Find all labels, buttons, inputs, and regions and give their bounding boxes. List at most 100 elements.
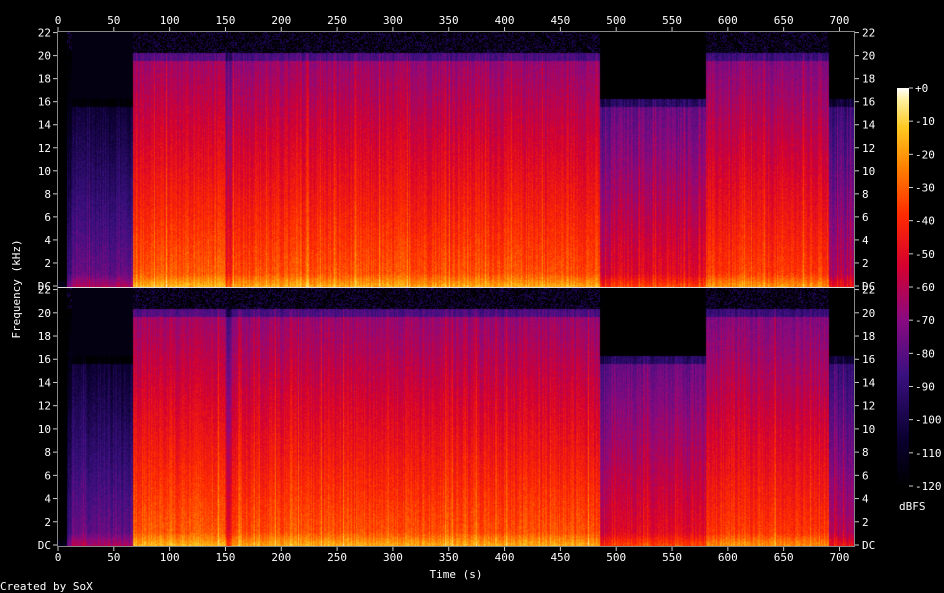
x-tick-label: 350 — [439, 551, 459, 564]
x-tick-label: 600 — [718, 551, 738, 564]
y-tick-label: 14 — [38, 119, 52, 132]
y-tick-label: 2 — [862, 516, 869, 529]
colorbar-tick-label: -110 — [915, 447, 942, 460]
y-tick-label: 22 — [862, 27, 875, 40]
colorbar-tick-label: +0 — [915, 82, 928, 95]
y-tick-label: 18 — [38, 330, 51, 343]
x-tick-label: 650 — [774, 551, 794, 564]
y-tick-label: 22 — [38, 27, 51, 40]
colorbar-tick-label: -90 — [915, 381, 935, 394]
y-tick-label: 20 — [862, 307, 875, 320]
x-tick-label: 0 — [55, 14, 62, 27]
y-tick-label: 10 — [38, 165, 51, 178]
colorbar-tick-label: -50 — [915, 248, 935, 261]
y-tick-label: 4 — [44, 234, 51, 247]
y-tick-label: 16 — [862, 96, 875, 109]
y-tick-label: 10 — [862, 423, 875, 436]
colorbar-tick-label: -20 — [915, 148, 935, 161]
x-axis-label: Time (s) — [430, 568, 483, 581]
x-tick-label: 650 — [774, 14, 794, 27]
y-tick-label: DC — [862, 539, 875, 552]
y-tick-label: 4 — [862, 493, 869, 506]
y-tick-label: 10 — [38, 423, 51, 436]
y-tick-label: 4 — [862, 234, 869, 247]
y-tick-label: 6 — [862, 211, 869, 224]
x-tick-label: 200 — [271, 14, 291, 27]
y-tick-label: DC — [38, 280, 51, 293]
x-tick-label: 300 — [383, 551, 403, 564]
y-tick-label: 14 — [862, 376, 876, 389]
y-tick-label: 12 — [38, 400, 51, 413]
y-tick-label: 18 — [862, 330, 875, 343]
y-tick-label: 8 — [44, 446, 51, 459]
x-tick-label: 700 — [830, 551, 850, 564]
x-tick-label: 0 — [55, 551, 62, 564]
channel-1-spectrogram — [58, 32, 854, 287]
colorbar-ticks: +0 -10 -20 -30 -40 -50 -60 -70 -80 -90 -100 -110 -12… — [909, 82, 942, 493]
y-tick-label: DC — [38, 539, 51, 552]
x-tick-label: 150 — [216, 14, 236, 27]
y-tick-label: 14 — [862, 119, 876, 132]
y-tick-label: 20 — [38, 307, 51, 320]
y-tick-label: 16 — [38, 353, 51, 366]
y-tick-label: 12 — [38, 142, 51, 155]
colorbar-tick-label: -40 — [915, 215, 935, 228]
y-tick-label: 8 — [862, 446, 869, 459]
x-tick-label: 400 — [495, 14, 515, 27]
x-tick-label: 300 — [383, 14, 403, 27]
y-tick-label: 6 — [44, 211, 51, 224]
y-tick-label: 6 — [862, 469, 869, 482]
x-tick-label: 50 — [107, 551, 120, 564]
y-tick-label: 22 — [38, 284, 51, 297]
colorbar-tick-label: -120 — [915, 480, 942, 493]
y-tick-label: 20 — [862, 50, 875, 63]
y-tick-label: 18 — [38, 73, 51, 86]
x-tick-label: 400 — [495, 551, 515, 564]
colorbar-tick-label: -30 — [915, 182, 935, 195]
x-tick-label: 100 — [160, 551, 180, 564]
x-tick-label: 150 — [216, 551, 236, 564]
x-tick-label: 500 — [606, 14, 626, 27]
x-tick-label: 50 — [107, 14, 120, 27]
colorbar-tick-label: -70 — [915, 314, 935, 327]
colorbar-tick-label: -60 — [915, 281, 935, 294]
x-tick-label: 550 — [662, 14, 682, 27]
y-tick-label: 8 — [862, 188, 869, 201]
x-tick-label: 100 — [160, 14, 180, 27]
colorbar-tick-label: -100 — [915, 414, 942, 427]
y-tick-label: DC — [862, 280, 875, 293]
y-tick-label: 14 — [38, 376, 52, 389]
y-tick-label: 16 — [862, 353, 875, 366]
y-tick-label: 2 — [862, 257, 869, 270]
x-tick-label: 250 — [327, 551, 347, 564]
x-tick-label: 700 — [830, 14, 850, 27]
y-tick-label: 12 — [862, 400, 875, 413]
y-tick-label: 22 — [862, 284, 875, 297]
x-tick-label: 600 — [718, 14, 738, 27]
colorbar-tick-label: -80 — [915, 347, 935, 360]
y-tick-label: 10 — [862, 165, 875, 178]
y-tick-label: 2 — [44, 516, 51, 529]
x-tick-label: 350 — [439, 14, 459, 27]
channel-2-spectrogram — [58, 288, 854, 546]
x-tick-label: 500 — [606, 551, 626, 564]
y-tick-label: 16 — [38, 96, 51, 109]
footer-text: Created by SoX — [0, 580, 93, 593]
y-tick-label: 4 — [44, 493, 51, 506]
y-tick-label: 6 — [44, 469, 51, 482]
y-tick-label: 18 — [862, 73, 875, 86]
y-tick-label: 8 — [44, 188, 51, 201]
y-tick-label: 2 — [44, 257, 51, 270]
x-tick-label: 450 — [550, 551, 570, 564]
colorbar-label: dBFS — [899, 500, 926, 513]
colorbar-tick-label: -10 — [915, 115, 935, 128]
y-tick-label: 12 — [862, 142, 875, 155]
x-tick-label: 200 — [271, 551, 291, 564]
y-tick-label: 20 — [38, 50, 51, 63]
colorbar — [897, 88, 909, 486]
x-tick-label: 250 — [327, 14, 347, 27]
x-tick-label: 550 — [662, 551, 682, 564]
plot-frame — [57, 31, 855, 547]
y-axis-label: Frequency (kHz) — [10, 239, 23, 338]
